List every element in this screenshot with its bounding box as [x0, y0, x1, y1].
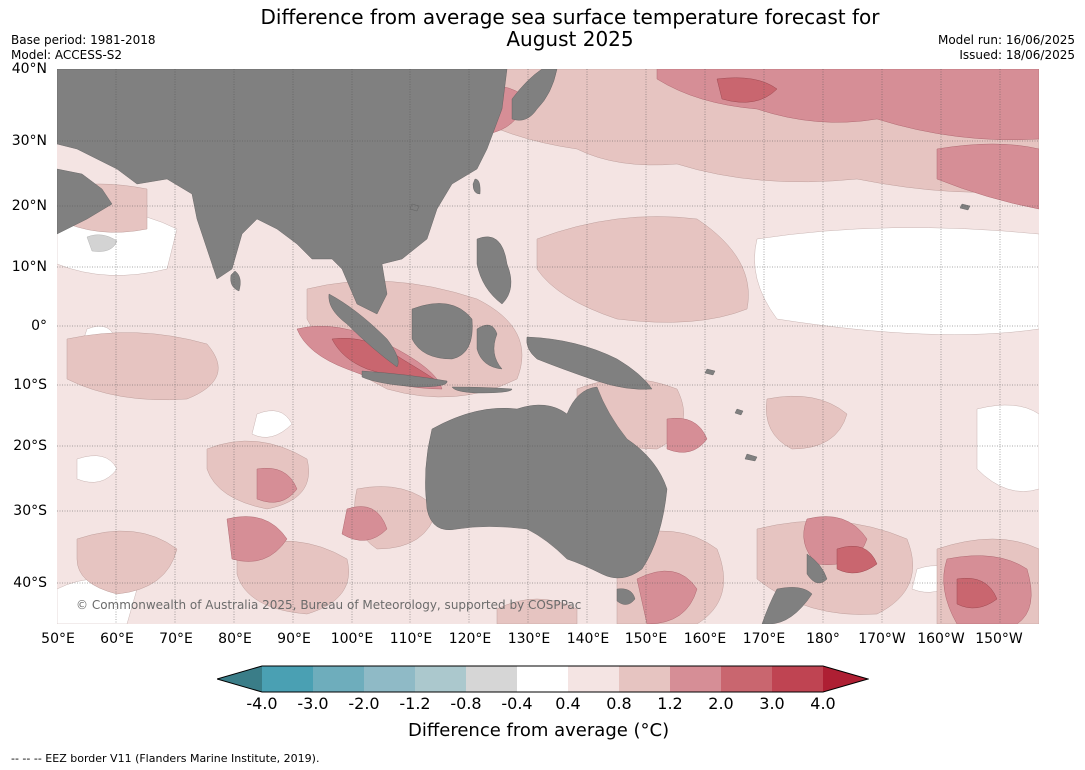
- lat-label-20n: 20°N: [11, 198, 47, 214]
- colorbar-tick: 2.0: [708, 694, 734, 713]
- colorbar-tick: -2.0: [348, 694, 380, 713]
- colorbar-segment: [568, 666, 619, 692]
- colorbar-tick: -3.0: [297, 694, 329, 713]
- lon-label-60e: 60°E: [100, 631, 134, 647]
- anomaly-2-0-3-0-areas: [331, 77, 998, 609]
- colorbar-tick: -0.4: [501, 694, 533, 713]
- colorbar-tick: -4.0: [246, 694, 278, 713]
- colorbar-tick: 0.4: [555, 694, 581, 713]
- lake-shape: [86, 234, 118, 252]
- colorbar-segment: [466, 666, 517, 692]
- lon-label-160e: 160°E: [683, 631, 727, 647]
- land-masses: [57, 69, 971, 624]
- colorbar-segment: [517, 666, 568, 692]
- lon-label-130e: 130°E: [507, 631, 551, 647]
- colorbar-segment: [772, 666, 823, 692]
- colorbar-segment: [823, 666, 868, 692]
- lat-label-10s: 10°S: [13, 377, 47, 393]
- lon-label-140e: 140°E: [566, 631, 610, 647]
- lon-label-150e: 150°E: [624, 631, 668, 647]
- lon-label-180: 180°: [806, 631, 840, 647]
- lon-label-50e: 50°E: [41, 631, 75, 647]
- map-gridlines: [57, 69, 1039, 624]
- colorbar-tick: 3.0: [759, 694, 785, 713]
- lat-label-20s: 20°S: [13, 438, 47, 454]
- lat-label-10n: 10°N: [11, 259, 47, 275]
- lon-label-100e: 100°E: [330, 631, 374, 647]
- lon-label-160w: 160°W: [917, 631, 965, 647]
- map-title-line2: August 2025: [506, 27, 634, 51]
- lon-label-150w: 150°W: [975, 631, 1023, 647]
- eez-border-legend: -- -- -- EEZ border V11 (Flanders Marine…: [11, 752, 320, 765]
- lat-label-30n: 30°N: [11, 133, 47, 149]
- lon-label-110e: 110°E: [389, 631, 433, 647]
- lat-label-30s: 30°S: [13, 503, 47, 519]
- issued-date: Issued: 18/06/2025: [959, 48, 1075, 62]
- lat-label-0: 0°: [31, 318, 47, 334]
- colorbar-segment: [262, 666, 313, 692]
- meta-left: Base period: 1981-2018 Model: ACCESS-S2: [11, 33, 156, 63]
- base-period: Base period: 1981-2018: [11, 33, 156, 47]
- colorbar-segment: [670, 666, 721, 692]
- lon-label-120e: 120°E: [448, 631, 492, 647]
- model-run: Model run: 16/06/2025: [937, 33, 1075, 47]
- colorbar-segment: [217, 666, 262, 692]
- lat-label-40n: 40°N: [11, 61, 47, 77]
- sst-anomaly-map: [57, 69, 1039, 624]
- colorbar-label: Difference from average (°C): [408, 720, 670, 741]
- lat-label-40s: 40°S: [13, 575, 47, 591]
- colorbar-tick: -0.8: [450, 694, 482, 713]
- colorbar-segment: [313, 666, 364, 692]
- model-name: Model: ACCESS-S2: [11, 48, 123, 62]
- map-title: Difference from average sea surface temp…: [0, 6, 1085, 50]
- copyright-notice: © Commonwealth of Australia 2025, Bureau…: [76, 598, 582, 612]
- meta-right: Model run: 16/06/2025 Issued: 18/06/2025: [938, 33, 1075, 63]
- lon-label-90e: 90°E: [277, 631, 311, 647]
- lon-label-70e: 70°E: [159, 631, 193, 647]
- colorbar-tick: 1.2: [657, 694, 683, 713]
- colorbar-segment: [619, 666, 670, 692]
- colorbar-segment: [721, 666, 772, 692]
- lon-label-170w: 170°W: [858, 631, 906, 647]
- colorbar-tick: -1.2: [399, 694, 431, 713]
- colorbar-tick: 0.8: [606, 694, 632, 713]
- map-title-line1: Difference from average sea surface temp…: [260, 5, 880, 29]
- colorbar-outline: [217, 665, 869, 693]
- colorbar-segment: [415, 666, 466, 692]
- colorbar-tick: 4.0: [810, 694, 836, 713]
- colorbar-segment: [364, 666, 415, 692]
- lon-label-170e: 170°E: [742, 631, 786, 647]
- lon-label-80e: 80°E: [218, 631, 252, 647]
- colorbar: [217, 665, 869, 693]
